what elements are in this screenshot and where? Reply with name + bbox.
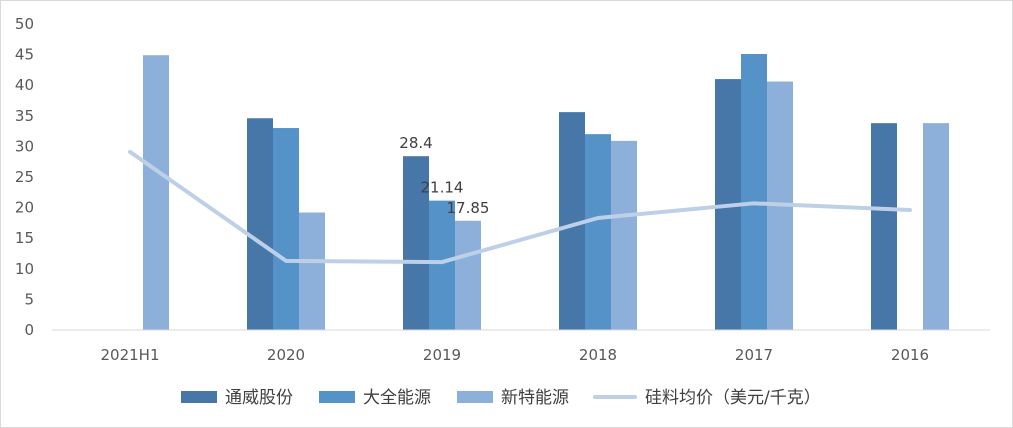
legend-swatch [181, 391, 217, 403]
bar [143, 55, 169, 330]
bar [247, 118, 273, 330]
x-tick-label: 2020 [267, 346, 305, 364]
legend-swatch [319, 391, 355, 403]
bar [299, 212, 325, 330]
legend-item: 通威股份 [181, 388, 293, 408]
legend-swatch [457, 391, 493, 403]
data-label: 21.14 [421, 179, 464, 197]
bar [585, 134, 611, 330]
legend-item: 新特能源 [457, 388, 569, 408]
legend-label: 新特能源 [501, 388, 569, 408]
y-tick-label: 20 [15, 199, 34, 217]
legend: 通威股份 大全能源 新特能源 硅料均价（美元/千克） [181, 388, 821, 408]
y-tick-label: 10 [15, 260, 34, 278]
line-series-path [128, 149, 912, 265]
legend-label: 通威股份 [225, 388, 293, 408]
x-tick-label: 2017 [735, 346, 773, 364]
bar [273, 128, 299, 330]
y-tick-label: 25 [15, 168, 34, 186]
y-tick-label: 30 [15, 137, 34, 155]
x-tick-label: 2016 [891, 346, 929, 364]
legend-item: 硅料均价（美元/千克） [593, 388, 821, 408]
bar [403, 156, 429, 330]
bar [611, 140, 637, 330]
y-tick-label: 40 [15, 76, 34, 94]
y-tick-label: 35 [15, 107, 34, 125]
legend-label: 大全能源 [363, 388, 431, 408]
y-tick-label: 45 [15, 46, 34, 64]
data-labels: 28.4 21.14 17.85 [399, 134, 489, 217]
x-tick-label: 2019 [423, 346, 461, 364]
bar [871, 123, 897, 330]
x-tick-label: 2021H1 [101, 346, 160, 364]
x-axis: 2021H1 2020 2019 2018 2017 2016 [101, 346, 930, 364]
bar [741, 53, 767, 330]
bar [455, 220, 481, 330]
data-label: 17.85 [447, 199, 490, 217]
data-label: 28.4 [399, 134, 432, 152]
y-tick-label: 5 [24, 290, 34, 308]
legend-label: 硅料均价（美元/千克） [645, 388, 821, 408]
y-tick-label: 50 [15, 15, 34, 33]
line-series [128, 149, 912, 265]
legend-item: 大全能源 [319, 388, 431, 408]
bar [429, 200, 455, 330]
y-tick-label: 0 [24, 321, 34, 339]
y-axis: 0 5 10 15 20 25 30 35 40 45 50 [15, 15, 34, 339]
bar [923, 123, 949, 330]
bars [143, 53, 949, 331]
y-tick-label: 15 [15, 229, 34, 247]
x-tick-label: 2018 [579, 346, 617, 364]
